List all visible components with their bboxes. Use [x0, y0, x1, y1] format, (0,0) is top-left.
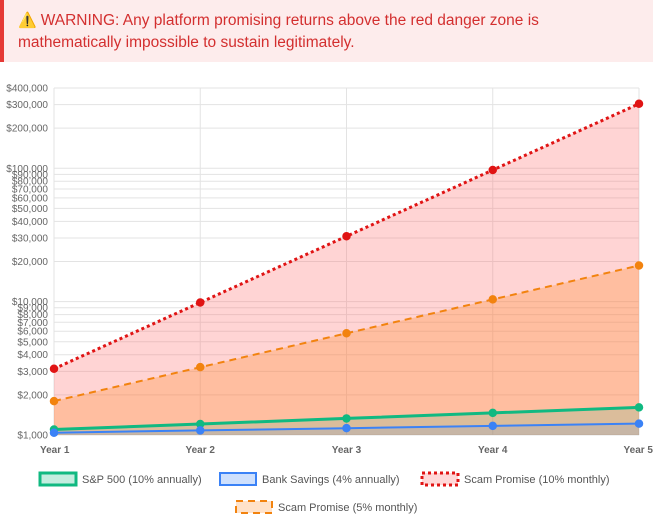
legend-item-scam-promise-10-monthly[interactable]: Scam Promise (10% monthly) [420, 471, 610, 487]
legend-swatch [219, 472, 257, 486]
point-s-p-500-10-annually[interactable] [634, 403, 644, 412]
y-tick-label: $3,000 [17, 367, 48, 378]
y-tick-label: $8,000 [17, 310, 48, 321]
y-tick-label: $7,000 [17, 318, 48, 329]
point-scam-promise-10-monthly[interactable] [49, 364, 59, 374]
legend-item-scam-promise-5-monthly[interactable]: Scam Promise (5% monthly) [235, 500, 417, 514]
y-tick-label: $10,000 [12, 297, 49, 308]
legend-swatch [235, 500, 273, 514]
y-tick-label: $400,000 [6, 84, 48, 95]
y-tick-label: $200,000 [6, 124, 48, 135]
y-tick-label: $90,000 [12, 170, 49, 181]
point-bank-savings-4-annually[interactable] [49, 428, 59, 437]
point-bank-savings-4-annually[interactable] [196, 426, 205, 435]
legend-label: Scam Promise (5% monthly) [278, 502, 417, 514]
series-line-scam-promise-10-monthly [53, 102, 640, 371]
y-tick-label: $9,000 [17, 303, 48, 314]
point-scam-promise-5-monthly[interactable] [488, 295, 497, 304]
x-tick-label: Year 4 [478, 445, 508, 456]
y-tick-label: $50,000 [12, 204, 49, 215]
area-scam-promise-10-monthly [54, 103, 639, 436]
point-scam-promise-5-monthly[interactable] [196, 362, 205, 372]
y-axis: $1,000 $2,000 $3,000 $4,000 $5,000$6,000$7,0… [6, 84, 48, 442]
y-tick-label: $20,000 [12, 257, 49, 268]
y-tick-label: $1,000 [17, 431, 48, 442]
x-tick-label: Year 2 [186, 445, 216, 456]
legend-item-bank-savings-4-annually[interactable]: Bank Savings (4% annually) [219, 472, 400, 486]
warning-text: WARNING: Any platform promising returns … [18, 12, 539, 51]
y-tick-label: $30,000 [12, 234, 49, 245]
legend-swatch [38, 471, 78, 487]
y-tick-label: $2,000 [17, 390, 48, 401]
x-tick-label: Year 3 [332, 445, 362, 456]
point-scam-promise-10-monthly[interactable] [634, 99, 644, 109]
y-tick-label: $40,000 [12, 217, 49, 228]
y-tick-label: $300,000 [6, 100, 48, 111]
grid [53, 87, 640, 436]
point-bank-savings-4-annually[interactable] [634, 419, 644, 428]
warning-banner: ⚠️ WARNING: Any platform promising return… [0, 0, 653, 62]
series-points [49, 99, 644, 437]
y-tick-label: $70,000 [12, 184, 49, 195]
legend-item-s-p-500-10-annually[interactable]: S&P 500 (10% annually) [38, 471, 202, 487]
point-scam-promise-5-monthly[interactable] [634, 261, 644, 270]
point-scam-promise-10-monthly[interactable] [196, 298, 205, 307]
point-bank-savings-4-annually[interactable] [488, 421, 497, 431]
point-scam-promise-5-monthly[interactable] [49, 396, 59, 406]
point-scam-promise-10-monthly[interactable] [342, 232, 351, 241]
legend-swatch [420, 471, 460, 487]
point-scam-promise-10-monthly[interactable] [488, 165, 497, 175]
warning-icon: ⚠️ [18, 12, 37, 29]
y-tick-label: $5,000 [17, 337, 48, 348]
x-tick-label: Year 1 [40, 445, 70, 456]
area-scam-promise-5-monthly [54, 265, 639, 435]
y-tick-label: $80,000 [12, 177, 49, 188]
x-axis: Year 1 Year 2 Year 3 Year 4 Year 5 [40, 445, 653, 456]
chart: $1,000 $2,000 $3,000 $4,000 $5,000$6,000$7,0… [6, 84, 653, 514]
legend-label: S&P 500 (10% annually) [82, 474, 202, 486]
y-tick-label: $100,000 [6, 164, 48, 175]
point-s-p-500-10-annually[interactable] [342, 414, 351, 423]
legend-label: Bank Savings (4% annually) [262, 474, 400, 486]
x-tick-label: Year 5 [624, 445, 653, 456]
point-scam-promise-5-monthly[interactable] [342, 329, 351, 338]
y-tick-label: $4,000 [17, 350, 48, 361]
legend: S&P 500 (10% annually) Bank Savings (4% a… [38, 471, 610, 514]
y-tick-label: $6,000 [17, 327, 48, 338]
legend-label: Scam Promise (10% monthly) [464, 474, 610, 486]
point-s-p-500-10-annually[interactable] [488, 408, 497, 418]
point-bank-savings-4-annually[interactable] [342, 423, 351, 433]
y-tick-label: $60,000 [12, 193, 49, 204]
